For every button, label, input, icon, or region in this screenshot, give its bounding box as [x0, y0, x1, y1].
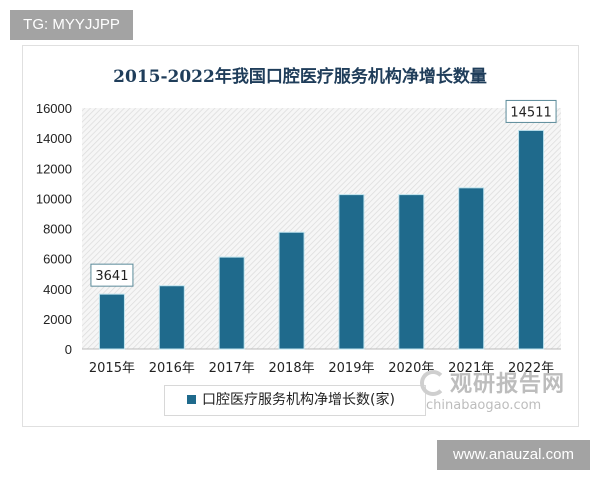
x-tick-label: 2021年 [448, 361, 494, 376]
data-label: 3641 [95, 269, 128, 284]
site-label: www.anauzal.com [437, 440, 590, 470]
bar [338, 194, 365, 350]
x-tick-label: 2017年 [209, 361, 255, 376]
legend-label: 口腔医疗服务机构净增长数(家) [202, 392, 395, 408]
bar [518, 129, 545, 350]
bar [398, 194, 425, 350]
x-tick-label: 2019年 [328, 361, 374, 376]
y-tick-label: 16000 [36, 101, 72, 116]
x-tick-label: 2018年 [269, 361, 315, 376]
y-tick-label: 2000 [43, 312, 72, 327]
y-tick-label: 6000 [43, 252, 72, 267]
x-tick-label: 2015年 [89, 361, 135, 376]
watermark-logo-icon [420, 370, 446, 396]
y-tick-label: 4000 [43, 282, 72, 297]
y-tick-label: 0 [65, 342, 72, 357]
bar [98, 293, 125, 350]
legend-swatch [187, 395, 196, 404]
x-tick-label: 2020年 [388, 361, 434, 376]
watermark-en: chinabaogao.com [426, 398, 542, 413]
bar [158, 285, 185, 350]
data-label-box [90, 263, 134, 287]
y-tick-label: 8000 [43, 222, 72, 237]
chart-title: 2015-2022年我国口腔医疗服务机构净增长数量 [113, 67, 487, 87]
bar [278, 231, 305, 350]
data-label: 14511 [510, 105, 551, 120]
bar [218, 256, 245, 350]
watermark: 观研报告网 chinabaogao.com [420, 366, 565, 413]
x-tick-label: 2016年 [149, 361, 195, 376]
watermark-cn: 观研报告网 [450, 372, 566, 397]
legend: 口腔医疗服务机构净增长数(家) [164, 385, 426, 416]
plot-area [82, 108, 561, 349]
x-tick-label: 2022年 [508, 361, 554, 376]
y-tick-label: 14000 [36, 131, 72, 146]
y-tick-label: 10000 [36, 191, 72, 206]
data-label-box [505, 99, 557, 123]
y-tick-label: 12000 [36, 161, 72, 176]
overlay-label: TG: MYYJJPP [10, 10, 133, 40]
bar [458, 187, 485, 350]
